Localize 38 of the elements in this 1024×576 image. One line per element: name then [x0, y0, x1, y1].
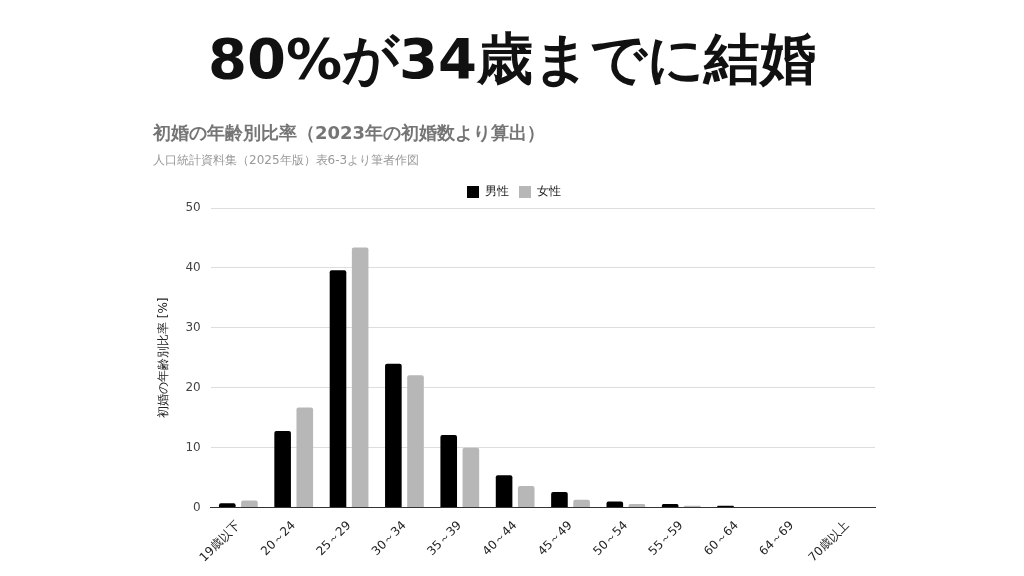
bar	[407, 375, 424, 508]
y-tick-label: 20	[185, 379, 201, 394]
x-tick-label: 25～29	[313, 518, 354, 559]
bar	[551, 491, 568, 508]
x-tick-label: 60～64	[700, 518, 741, 559]
x-tick-label: 40～44	[479, 518, 520, 559]
x-tick-label: 19歳以下	[196, 518, 243, 565]
bar	[606, 501, 624, 508]
legend-label: 女性	[537, 184, 561, 199]
x-tick-label: 20～24	[258, 518, 299, 559]
bar	[385, 363, 402, 508]
y-tick-label: 50	[185, 200, 201, 215]
bar	[495, 475, 513, 508]
legend-label: 男性	[485, 184, 509, 199]
y-tick-label: 40	[185, 260, 201, 275]
bar	[462, 447, 480, 508]
bar	[274, 430, 291, 508]
bar	[329, 270, 347, 508]
bar	[296, 407, 314, 508]
y-axis-title: 初婚の年齢別比率 [%]	[156, 297, 171, 419]
y-tick-label: 30	[185, 319, 201, 334]
x-tick-label: 50～54	[590, 518, 631, 559]
x-tick-label: 45～49	[534, 518, 575, 559]
y-tick-label: 10	[185, 439, 201, 454]
bar	[241, 500, 258, 508]
text: 人口統計資料集（2025年版）表6-3より筆者作図	[153, 152, 420, 167]
x-tick-label: 30～34	[368, 518, 409, 559]
bar	[440, 435, 458, 508]
x-tick-label: 70歳以上	[805, 518, 852, 565]
x-tick-label: 55～59	[645, 518, 686, 559]
bar	[573, 499, 590, 508]
chart-subtitle: 初婚の年齢別比率（2023年の初婚数より算出）	[152, 122, 546, 144]
y-tick-label: 0	[193, 499, 201, 514]
x-tick-label: 35～39	[424, 518, 465, 559]
chart-title: 80%が34歳までに結婚	[207, 25, 817, 93]
x-tick-label: 64～69	[756, 518, 797, 559]
bar	[351, 247, 369, 508]
bar	[517, 486, 535, 508]
